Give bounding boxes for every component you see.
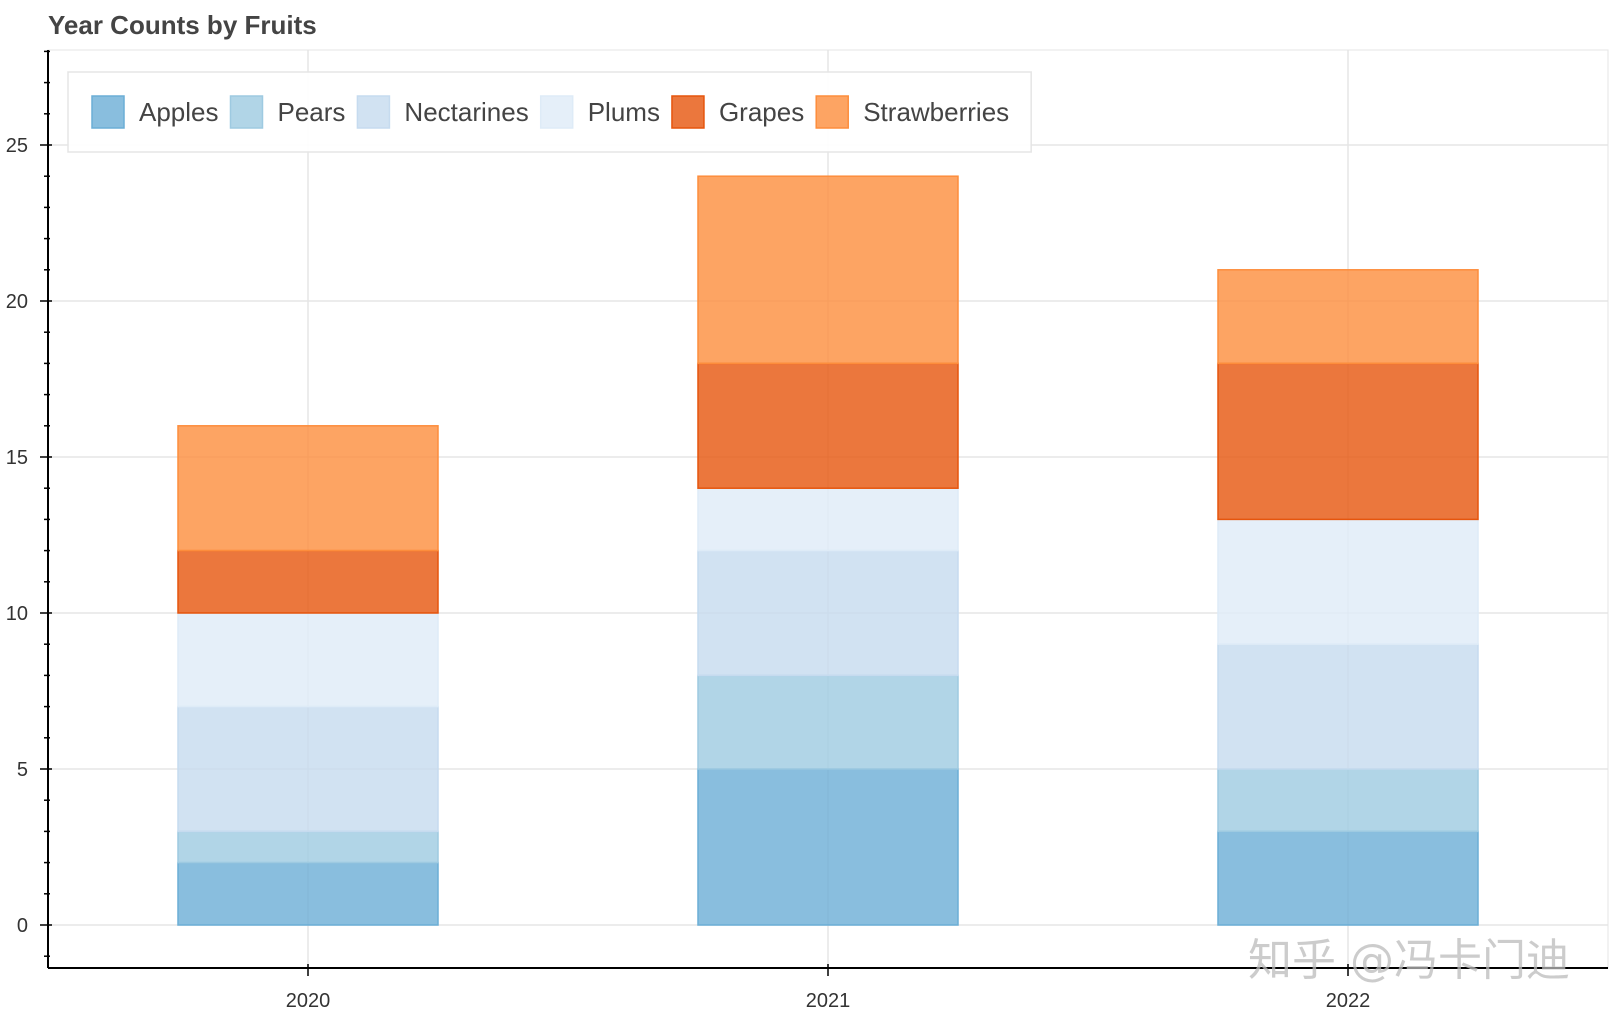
legend-swatch-strawberries — [815, 95, 849, 129]
x-tick-label: 2022 — [1326, 990, 1371, 1010]
bar-grapes-2022 — [1217, 362, 1479, 521]
bar-apples-2021 — [697, 768, 959, 926]
bar-strawberries-2021 — [697, 175, 959, 365]
y-tick-label: 20 — [6, 291, 28, 313]
legend-swatch-nectarines — [356, 95, 391, 129]
legend-label-grapes: Grapes — [719, 97, 804, 127]
legend-swatch-grapes — [671, 95, 705, 129]
legend-label-plums: Plums — [588, 97, 660, 127]
bar-pears-2020 — [177, 830, 439, 864]
legend-swatch-plums — [539, 95, 574, 129]
bar-nectarines-2020 — [177, 705, 439, 833]
axes-layer: 0 5 10 15 20 25 2020 2021 2022 — [6, 50, 1608, 1010]
bar-plums-2022 — [1217, 518, 1479, 645]
legend-label-pears: Pears — [278, 97, 346, 127]
bar-plums-2020 — [177, 612, 439, 708]
y-tick-label: 15 — [6, 447, 28, 469]
legend-swatch-apples — [91, 95, 125, 129]
y-tick-label: 0 — [17, 915, 28, 937]
bar-plums-2021 — [697, 487, 959, 552]
bar-pears-2021 — [697, 674, 959, 770]
x-tick-label: 2020 — [286, 990, 331, 1010]
bar-nectarines-2021 — [697, 549, 959, 677]
watermark: 知乎 @冯卡门迪 — [1248, 935, 1570, 986]
y-tick-label: 25 — [6, 135, 28, 157]
bar-nectarines-2022 — [1217, 643, 1479, 770]
legend-label-nectarines: Nectarines — [404, 97, 528, 127]
bar-grapes-2021 — [697, 362, 959, 489]
legend-label-apples: Apples — [139, 97, 219, 127]
chart-title: Year Counts by Fruits — [48, 10, 317, 40]
y-tick-label: 5 — [17, 759, 28, 781]
bar-grapes-2020 — [177, 549, 439, 614]
bar-strawberries-2020 — [177, 425, 439, 552]
bar-strawberries-2022 — [1217, 269, 1479, 365]
legend-swatch-pears — [229, 95, 264, 129]
bar-apples-2022 — [1217, 830, 1479, 926]
y-tick-label: 10 — [6, 603, 28, 625]
x-tick-label: 2021 — [806, 990, 851, 1010]
bars-layer — [177, 175, 1479, 926]
legend: Apples Pears Nectarines Plums Grapes Strawber… — [67, 71, 1032, 153]
bar-pears-2022 — [1217, 768, 1479, 833]
bar-apples-2020 — [177, 861, 439, 926]
legend-label-strawberries: Strawberries — [863, 97, 1009, 127]
